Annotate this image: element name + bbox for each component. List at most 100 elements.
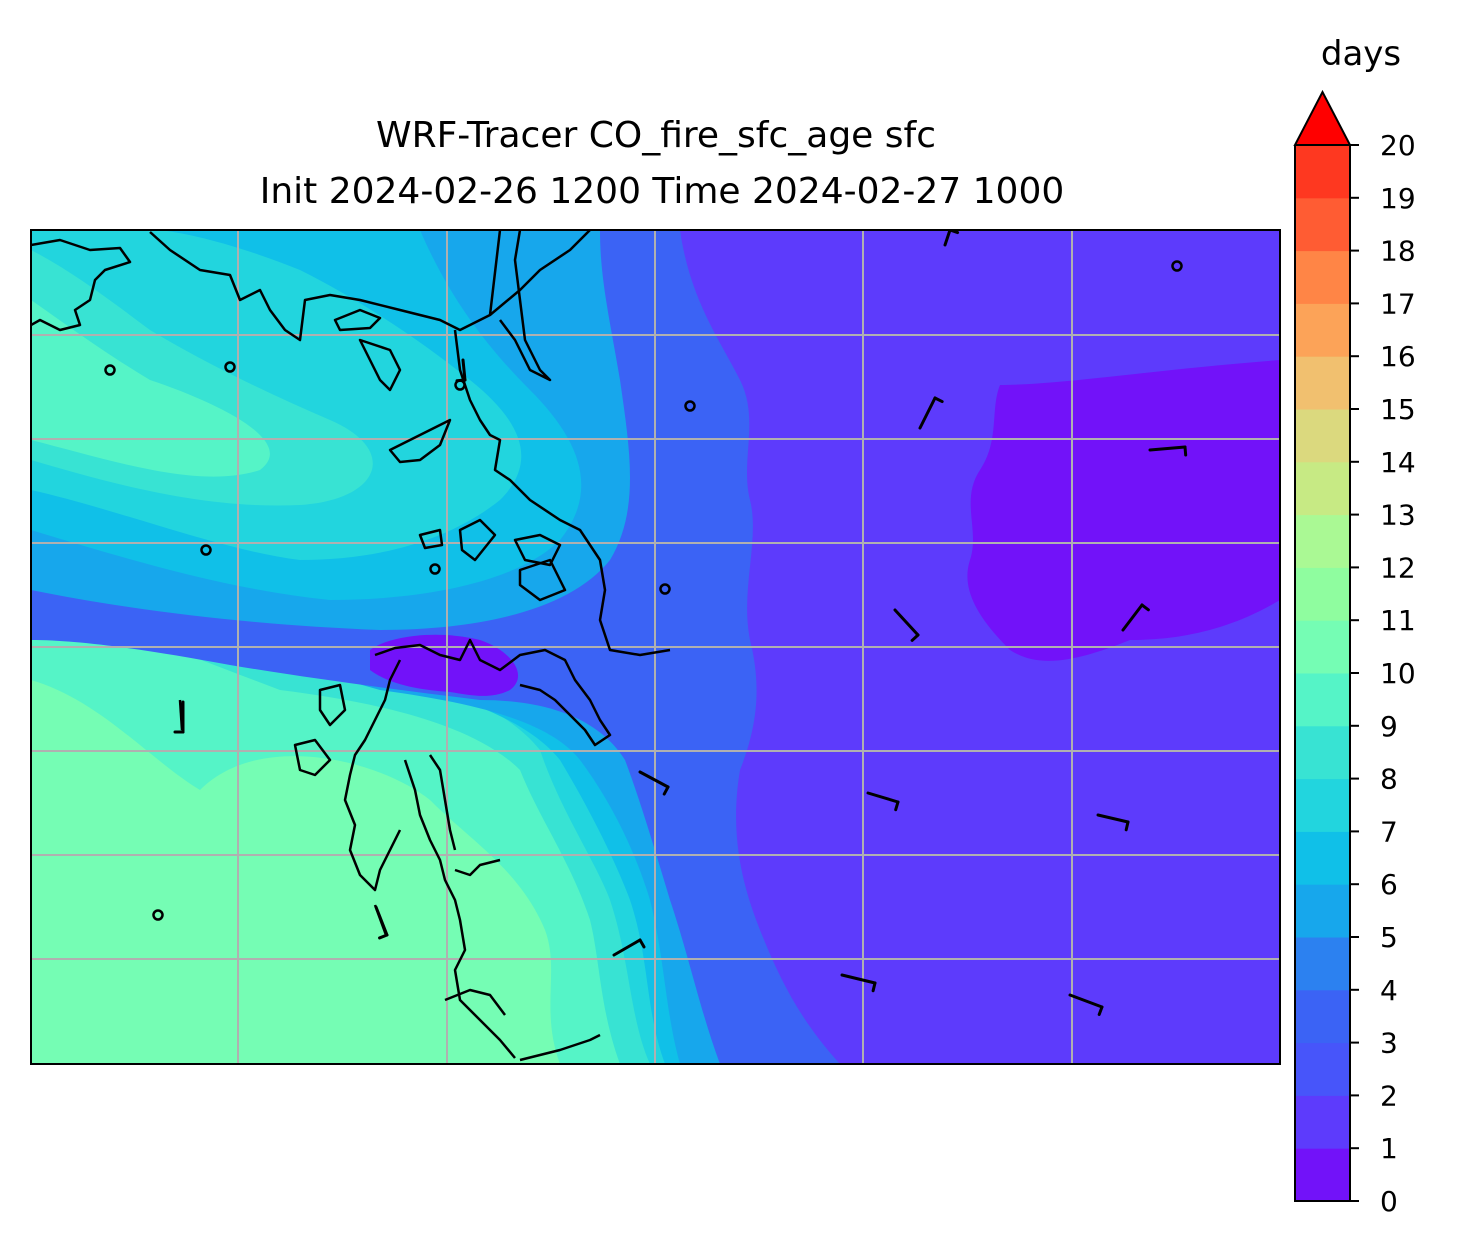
wind-barb-shaft: [612, 938, 642, 957]
colorbar-segment: [1295, 356, 1350, 410]
colorbar-tick-label: 3: [1380, 1027, 1398, 1060]
wind-barb-icon: [840, 973, 877, 993]
colorbar-segment: [1295, 303, 1350, 357]
station-marker-icon: [200, 544, 212, 556]
map-frame: [30, 229, 1281, 1065]
wind-barb-shaft: [1068, 993, 1104, 1009]
colorbar-tick-label: 0: [1380, 1185, 1398, 1218]
colorbar-tick-label: 18: [1380, 235, 1416, 268]
coastline-segment: [418, 528, 444, 550]
colorbar-unit-label: days: [1321, 34, 1401, 74]
colorbar-segment: [1295, 937, 1350, 991]
colorbar-segment: [1295, 673, 1350, 727]
colorbar-tick-label: 15: [1380, 393, 1416, 426]
coastline-segment: [428, 754, 457, 851]
coastline-segment: [444, 988, 506, 1016]
wind-barb-flag: [378, 933, 389, 940]
coastline-segment: [499, 230, 552, 382]
wind-barb-flag: [455, 378, 467, 383]
map-panel: [31, 230, 1280, 1064]
station-marker-icon: [429, 563, 441, 575]
coastline-segment: [318, 683, 347, 727]
colorbar-tick-label: 8: [1380, 763, 1398, 796]
station-marker-icon: [659, 583, 671, 595]
station-marker-icon: [1171, 260, 1183, 272]
wind-barb-icon: [638, 770, 670, 796]
wind-barb-icon: [374, 905, 389, 940]
wind-barb-shaft: [866, 791, 900, 804]
coastline-segment: [343, 659, 402, 892]
colorbar-segment: [1295, 725, 1350, 780]
colorbar-tick-label: 13: [1380, 499, 1416, 532]
coastline-segment: [388, 418, 452, 464]
wind-barb-icon: [1148, 445, 1188, 457]
wind-barb-icon: [918, 396, 944, 430]
wind-barb-flag: [894, 800, 900, 812]
station-marker-icon: [104, 364, 116, 376]
colorbar-tick-label: 19: [1380, 182, 1416, 215]
colorbar-tick-label: 16: [1380, 340, 1416, 373]
wind-barb-icon: [612, 938, 646, 957]
map-subtitle: Init 2024-02-26 1200 Time 2024-02-27 100…: [260, 171, 1065, 212]
coastline-segment: [519, 1033, 601, 1062]
colorbar-segment: [1295, 145, 1350, 199]
station-marker-icon: [684, 400, 696, 412]
coastline-segment: [358, 338, 402, 392]
wind-barb-flag: [1124, 820, 1130, 832]
contour-band-far-east: [967, 360, 1280, 661]
colorbar-segment: [1295, 567, 1350, 621]
coastline-segment: [513, 533, 562, 567]
colorbar-segment: [1295, 831, 1350, 885]
wind-barb-icon: [455, 358, 467, 383]
coastline-segment: [458, 518, 497, 562]
wind-barb-shaft: [943, 230, 952, 247]
contour-band-hotspot: [370, 634, 519, 696]
colorbar-segment: [1295, 989, 1350, 1044]
wind-barbs: [173, 230, 1188, 1016]
wind-barb-shaft: [374, 905, 389, 937]
wind-barb-icon: [1096, 813, 1130, 832]
coastline-segment: [374, 638, 612, 747]
coastline-segment: [293, 738, 332, 777]
colorbar-segment: [1295, 461, 1350, 516]
wind-barb-shaft: [638, 770, 670, 789]
wind-barb-icon: [893, 608, 920, 642]
wind-barb-flag: [1183, 445, 1188, 457]
coastline-segment: [489, 230, 591, 316]
wind-barb-shaft: [1121, 603, 1144, 632]
coastline-segment: [454, 858, 501, 877]
colorbar-tick-label: 11: [1380, 604, 1416, 637]
wind-barb-flag: [910, 633, 920, 642]
wind-barb-flag: [1097, 1005, 1104, 1016]
colorbar-tick-label: 6: [1380, 868, 1398, 901]
coastline-segment: [149, 230, 502, 342]
colorbar-tick-label: 5: [1380, 921, 1398, 954]
wind-barb-flag: [662, 785, 670, 796]
colorbar-tick-label: 17: [1380, 287, 1416, 320]
wind-barb-icon: [1068, 993, 1104, 1016]
coastline: [31, 230, 671, 1062]
colorbar-segment: [1295, 1042, 1350, 1096]
lat-lon-gridlines: [31, 230, 1280, 1064]
coastline-segment: [453, 329, 671, 657]
wind-barb-icon: [173, 700, 185, 734]
wind-barb-shaft: [1148, 445, 1187, 452]
wind-barb-shaft: [1096, 813, 1130, 824]
wind-barb-icon: [1121, 603, 1150, 632]
colorbar-segment: [1295, 1148, 1350, 1202]
wind-barb-shaft: [461, 358, 467, 382]
station-marker-icon: [152, 909, 164, 921]
wind-barb-icon: [866, 791, 900, 812]
colorbar-tick-label: 14: [1380, 446, 1416, 479]
colorbar-tick-label: 1: [1380, 1132, 1398, 1165]
station-marker-icon: [224, 361, 236, 373]
colorbar-segment: [1295, 620, 1350, 674]
colorbar-segment: [1295, 884, 1350, 938]
coastline-segment: [403, 759, 516, 1059]
colorbar-tick-label: 7: [1380, 815, 1398, 848]
wind-barb-flag: [638, 938, 646, 949]
coastline-segment: [31, 238, 132, 332]
wind-barb-shaft: [893, 608, 920, 637]
colorbar-extend-arrow: [1293, 89, 1352, 146]
